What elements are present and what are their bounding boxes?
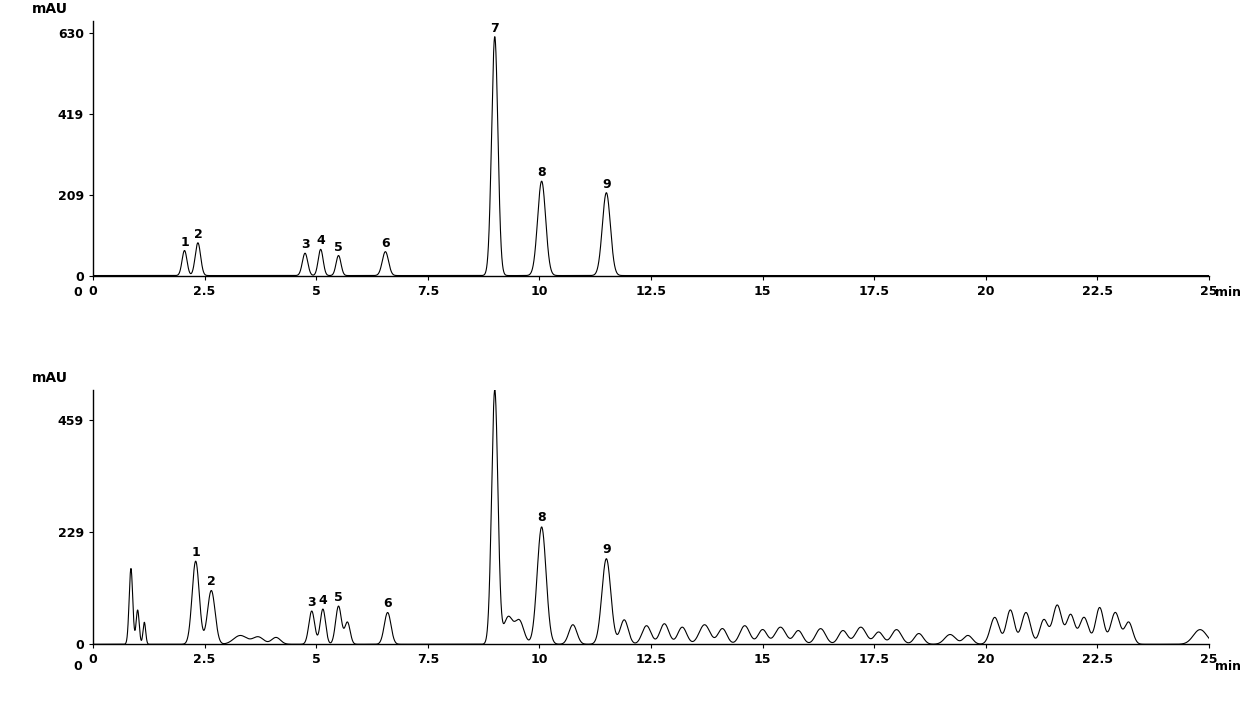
Text: 1: 1 xyxy=(191,546,200,559)
Text: 4: 4 xyxy=(319,593,327,607)
Text: 2: 2 xyxy=(193,228,202,241)
Text: 3: 3 xyxy=(308,595,316,609)
Text: 9: 9 xyxy=(603,543,610,556)
Text: min: min xyxy=(1214,660,1240,673)
Text: 6: 6 xyxy=(381,236,389,250)
Text: 9: 9 xyxy=(603,178,610,190)
Text: 5: 5 xyxy=(334,241,343,253)
Text: 4: 4 xyxy=(316,234,325,247)
Text: 2: 2 xyxy=(207,575,216,588)
Text: 8: 8 xyxy=(537,166,546,179)
Text: 3: 3 xyxy=(301,239,309,251)
Text: 8: 8 xyxy=(537,511,546,525)
Text: 6: 6 xyxy=(383,597,392,610)
Text: mAU: mAU xyxy=(32,371,68,385)
Text: 0: 0 xyxy=(73,660,82,673)
Text: mAU: mAU xyxy=(32,2,68,16)
Text: 0: 0 xyxy=(73,286,82,299)
Text: min: min xyxy=(1214,286,1240,299)
Text: 7: 7 xyxy=(490,22,500,35)
Text: 1: 1 xyxy=(180,236,188,249)
Text: 5: 5 xyxy=(334,590,343,604)
